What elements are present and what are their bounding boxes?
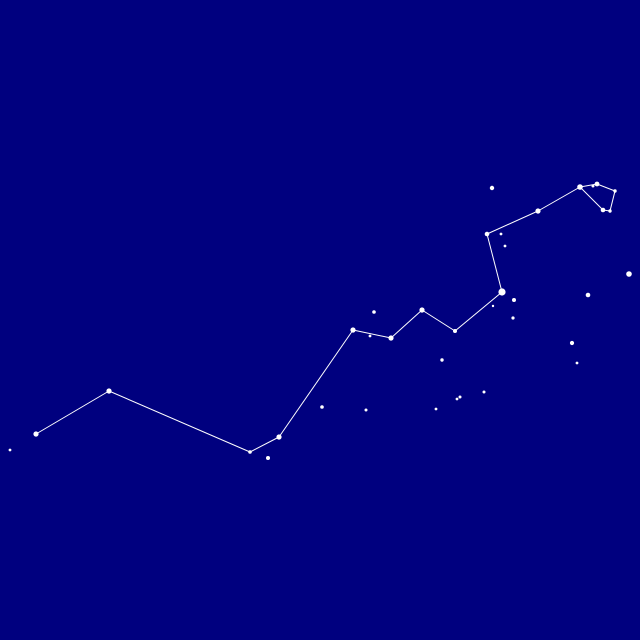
star <box>350 327 356 333</box>
constellation-line <box>486 210 539 235</box>
star <box>33 431 39 437</box>
constellation-line <box>454 291 503 332</box>
star <box>8 448 12 452</box>
star <box>455 397 459 401</box>
star <box>372 310 376 314</box>
star <box>482 390 486 394</box>
star <box>434 407 438 411</box>
star <box>511 316 515 320</box>
star <box>368 334 372 338</box>
star <box>388 335 394 341</box>
constellation-line <box>421 309 456 332</box>
star <box>594 181 600 187</box>
star <box>591 184 595 188</box>
star <box>320 405 324 409</box>
star <box>569 340 575 346</box>
star <box>489 185 495 191</box>
star <box>484 231 490 237</box>
star <box>626 271 632 277</box>
constellation-line <box>486 233 503 293</box>
star <box>440 358 444 362</box>
star <box>266 456 270 460</box>
constellation-line <box>390 309 423 339</box>
star <box>248 450 252 454</box>
constellation-line <box>35 390 110 435</box>
star <box>499 232 503 236</box>
star <box>458 395 462 399</box>
star <box>608 209 612 213</box>
star <box>585 292 591 298</box>
star <box>535 208 541 214</box>
star <box>491 304 495 308</box>
constellation-line <box>609 190 616 212</box>
star <box>613 189 617 193</box>
star <box>364 408 368 412</box>
constellation-line <box>579 186 604 211</box>
star <box>106 388 112 394</box>
star <box>577 184 583 190</box>
star <box>498 288 506 296</box>
constellation-line <box>108 390 251 453</box>
constellation-line <box>249 436 280 453</box>
star <box>575 361 579 365</box>
constellation-line <box>278 329 354 438</box>
star <box>276 434 282 440</box>
constellation-line <box>596 183 616 192</box>
star <box>419 307 425 313</box>
constellation-line <box>579 183 598 188</box>
star <box>512 298 516 302</box>
constellation-lines <box>35 183 616 453</box>
star <box>453 329 457 333</box>
star <box>503 244 507 248</box>
constellation-line <box>537 186 581 212</box>
constellation-line <box>352 329 392 339</box>
star <box>600 207 606 213</box>
stars <box>8 181 632 460</box>
